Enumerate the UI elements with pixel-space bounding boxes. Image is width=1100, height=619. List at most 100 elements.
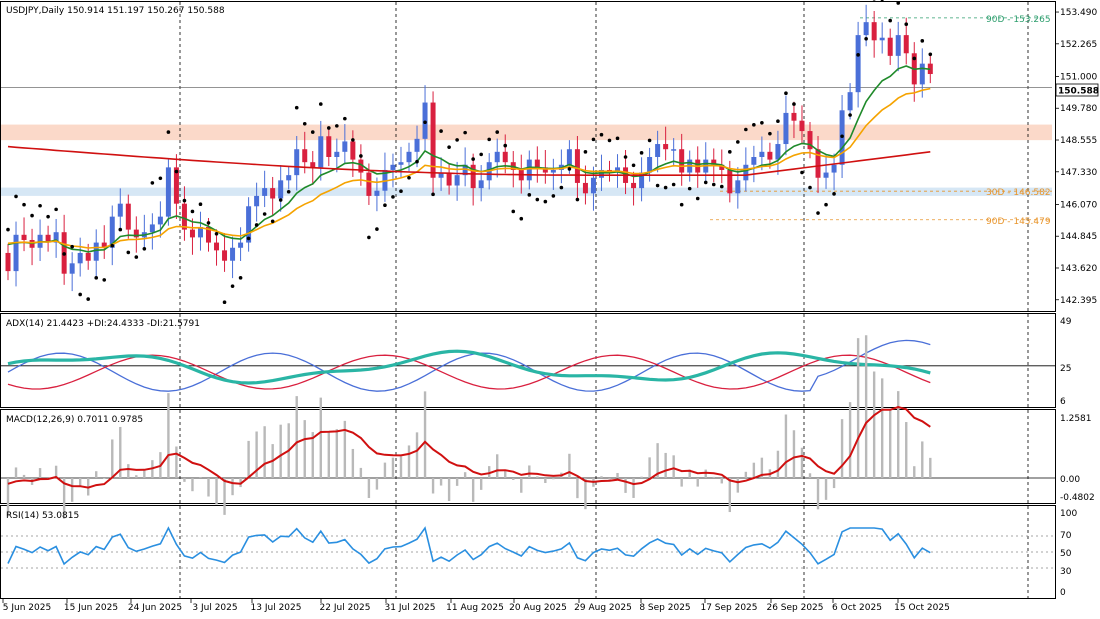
candle-body-16 <box>133 229 139 238</box>
candle-body-50 <box>406 151 412 163</box>
candle-body-11 <box>93 242 99 261</box>
sar-dot-52 <box>423 120 427 125</box>
sar-dot-33 <box>270 219 275 224</box>
adx-header: ADX(14) 21.4423 +DI:24.4333 -DI:21.5791 <box>6 319 200 329</box>
candle-body-62 <box>502 151 508 163</box>
price-tick-label-6: 146.070 <box>1060 200 1097 210</box>
date-label-12: 26 Sep 2025 <box>766 603 823 613</box>
candle-body-2 <box>21 234 27 240</box>
candle-body-32 <box>262 188 268 196</box>
candle-body-18 <box>149 224 155 233</box>
candle-body-106 <box>855 35 861 93</box>
sar-dot-47 <box>383 203 387 208</box>
candle-body-29 <box>238 242 244 248</box>
sar-dot-41 <box>335 124 339 128</box>
level-label-2: 90D - 145.479 <box>986 217 1051 227</box>
sar-dot-18 <box>150 181 155 185</box>
rsi-tick-100: 100 <box>1060 509 1077 519</box>
sar-dot-108 <box>872 0 876 1</box>
sar-dot-39 <box>318 102 323 106</box>
sar-dot-94 <box>760 120 764 125</box>
indicator-axes: 49 25 6 1.2581 0.00 -0.4802 100 70 50 30… <box>1060 317 1095 598</box>
sar-dot-62 <box>503 143 508 148</box>
sar-dot-112 <box>904 22 909 27</box>
sar-dot-71 <box>575 197 580 202</box>
sar-dot-64 <box>519 216 524 221</box>
candle-body-111 <box>895 35 901 56</box>
candle-body-114 <box>919 63 925 85</box>
candle-body-33 <box>270 188 276 199</box>
candle-body-74 <box>598 169 604 178</box>
sar-dot-16 <box>134 255 139 259</box>
sar-dot-17 <box>142 247 147 251</box>
candle-body-8 <box>69 263 75 274</box>
sar-dot-53 <box>431 192 435 197</box>
sar-dot-9 <box>78 292 82 297</box>
macd-pane-frame <box>0 409 1056 504</box>
candle-body-68 <box>550 169 556 173</box>
sar-dot-60 <box>487 137 492 142</box>
sar-dot-25 <box>206 221 211 225</box>
candle-body-26 <box>214 242 220 251</box>
current-price-tag: 150.588 <box>1055 83 1099 97</box>
sar-dot-83 <box>671 182 676 187</box>
candle-body-100 <box>807 131 813 150</box>
sar-dot-31 <box>254 223 259 227</box>
candle-body-28 <box>230 247 236 261</box>
rsi-tick-30: 30 <box>1060 567 1072 577</box>
sar-dot-10 <box>86 297 90 301</box>
sar-dot-69 <box>559 185 564 190</box>
date-label-5: 22 Jul 2025 <box>320 603 371 613</box>
sar-dot-67 <box>543 199 548 204</box>
sar-dot-101 <box>816 211 820 215</box>
date-label-6: 31 Jul 2025 <box>385 603 436 613</box>
candle-body-65 <box>526 159 532 181</box>
minus-di-line <box>7 354 931 390</box>
candle-body-43 <box>350 141 356 160</box>
candle-body-24 <box>197 227 203 238</box>
sar-dot-88 <box>711 182 716 187</box>
sar-dot-54 <box>439 129 443 133</box>
sar-dot-114 <box>920 39 925 43</box>
sar-dot-79 <box>639 151 644 155</box>
sar-dot-102 <box>824 202 828 207</box>
sar-dot-97 <box>784 91 788 96</box>
candle-body-41 <box>334 151 340 157</box>
sar-dot-3 <box>30 213 34 218</box>
candle-body-109 <box>879 37 885 41</box>
adx-tick-49: 49 <box>1060 317 1072 327</box>
candle-body-19 <box>157 216 163 225</box>
price-pane-frame <box>0 1 1056 312</box>
candle-body-82 <box>663 144 669 150</box>
candle-body-108 <box>871 22 877 41</box>
level-label-1: 30D - 146.582 <box>986 188 1051 198</box>
price-tick-label-3: 149.780 <box>1060 104 1097 114</box>
sar-dot-42 <box>343 116 347 121</box>
sar-dot-34 <box>278 198 283 202</box>
sar-dot-103 <box>832 192 836 196</box>
sar-dot-36 <box>294 105 299 110</box>
candle-body-107 <box>863 22 869 36</box>
candle-body-97 <box>783 112 789 145</box>
sar-dot-106 <box>856 53 860 57</box>
macd-tick-zero: 0.00 <box>1060 475 1080 485</box>
sar-dot-75 <box>607 138 612 143</box>
candle-body-78 <box>631 182 637 189</box>
sar-dot-51 <box>415 159 419 164</box>
sar-dot-70 <box>567 167 572 171</box>
candle-body-93 <box>751 157 757 165</box>
sar-dot-6 <box>54 207 58 212</box>
candle-body-10 <box>85 252 91 261</box>
candle-body-22 <box>181 203 187 230</box>
candle-body-5 <box>45 234 51 243</box>
price-tick-label-5: 147.330 <box>1060 168 1097 178</box>
candle-body-40 <box>326 136 332 157</box>
sar-dot-91 <box>736 140 740 144</box>
candle-body-0 <box>5 252 11 272</box>
candle-body-101 <box>815 149 821 178</box>
sar-dot-65 <box>527 193 532 197</box>
candle-body-94 <box>759 151 765 157</box>
candle-body-14 <box>117 203 123 217</box>
sar-dot-2 <box>22 202 26 207</box>
sar-dot-44 <box>359 154 363 158</box>
